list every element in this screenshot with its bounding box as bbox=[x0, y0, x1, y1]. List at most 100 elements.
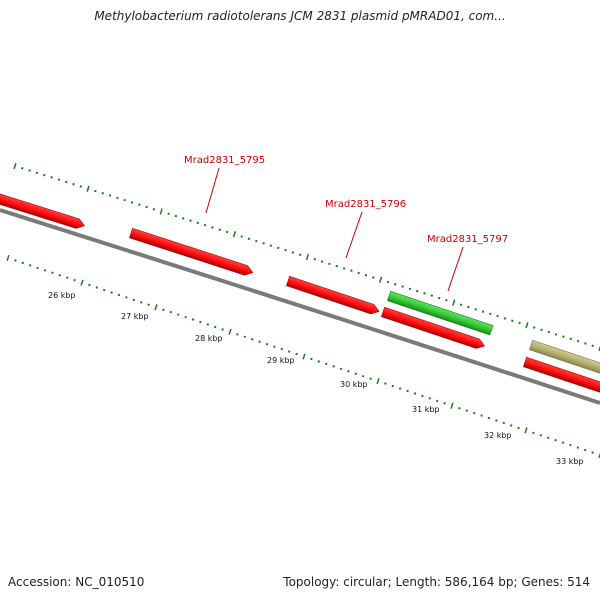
outer-minor-tick bbox=[547, 330, 551, 334]
outer-major-tick bbox=[525, 322, 529, 329]
inner-minor-tick bbox=[458, 406, 461, 410]
outer-minor-tick bbox=[72, 182, 75, 186]
inner-tick-row bbox=[6, 254, 600, 459]
outer-minor-tick bbox=[145, 205, 148, 209]
outer-minor-tick bbox=[569, 337, 572, 341]
inner-minor-tick bbox=[421, 394, 424, 398]
gene-arrow-5797[interactable] bbox=[381, 306, 486, 350]
outer-minor-tick bbox=[474, 308, 477, 311]
inner-major-tick bbox=[6, 254, 10, 262]
outer-minor-tick bbox=[328, 262, 331, 266]
inner-major-tick bbox=[302, 353, 306, 360]
gene-label-5795[interactable]: Mrad2831_5795 bbox=[184, 155, 265, 166]
inner-minor-tick bbox=[176, 313, 180, 316]
inner-minor-tick bbox=[51, 271, 54, 275]
outer-minor-tick bbox=[408, 287, 412, 291]
inner-minor-tick bbox=[435, 399, 439, 403]
outer-minor-tick bbox=[423, 292, 426, 295]
inner-minor-tick bbox=[398, 387, 402, 390]
outer-minor-tick bbox=[262, 242, 265, 245]
inner-minor-tick bbox=[406, 389, 409, 393]
outer-minor-tick bbox=[496, 314, 499, 318]
gene-arrow-a[interactable] bbox=[0, 190, 86, 230]
inner-minor-tick bbox=[65, 276, 69, 279]
outer-minor-tick bbox=[364, 273, 368, 277]
outer-major-tick bbox=[378, 276, 383, 283]
inner-minor-tick bbox=[495, 419, 498, 422]
inner-major-tick bbox=[450, 402, 454, 409]
inner-minor-tick bbox=[472, 411, 476, 415]
outer-minor-tick bbox=[372, 276, 375, 279]
outer-minor-tick bbox=[554, 333, 558, 336]
outer-minor-tick bbox=[152, 207, 156, 211]
gene-arrow-5795[interactable] bbox=[129, 227, 254, 277]
inner-minor-tick bbox=[110, 291, 113, 294]
inner-minor-tick bbox=[509, 424, 513, 427]
outer-minor-tick bbox=[445, 298, 448, 302]
outer-minor-tick bbox=[511, 319, 514, 322]
outer-minor-tick bbox=[225, 230, 229, 234]
outer-minor-tick bbox=[211, 226, 214, 229]
outer-minor-tick bbox=[518, 321, 521, 325]
inner-minor-tick bbox=[354, 372, 358, 376]
inner-minor-tick bbox=[199, 320, 202, 324]
outer-minor-tick bbox=[174, 214, 178, 218]
inner-major-tick bbox=[228, 328, 232, 335]
outer-minor-tick bbox=[203, 223, 207, 227]
outer-minor-tick bbox=[386, 280, 390, 284]
inner-minor-tick bbox=[147, 303, 150, 307]
outer-minor-tick bbox=[584, 342, 587, 345]
gene-label-5796[interactable]: Mrad2831_5796 bbox=[325, 199, 406, 210]
inner-minor-tick bbox=[221, 328, 224, 331]
inner-minor-tick bbox=[532, 431, 535, 435]
inner-minor-tick bbox=[554, 438, 557, 442]
backbone-line bbox=[0, 208, 600, 405]
inner-minor-tick bbox=[465, 409, 469, 412]
kbp-label-26: 26 kbp bbox=[48, 291, 76, 300]
inner-minor-tick bbox=[43, 269, 47, 272]
outer-major-tick bbox=[598, 345, 600, 352]
inner-major-tick bbox=[598, 452, 600, 459]
leader-line-5795 bbox=[205, 167, 220, 214]
inner-major-tick bbox=[376, 378, 380, 385]
inner-minor-tick bbox=[88, 283, 91, 287]
inner-minor-tick bbox=[391, 384, 395, 388]
outer-major-tick bbox=[159, 208, 163, 215]
inner-minor-tick bbox=[539, 434, 543, 437]
inner-minor-tick bbox=[561, 441, 565, 444]
gene-arrow-reverse[interactable] bbox=[387, 290, 494, 336]
inner-minor-tick bbox=[369, 377, 372, 380]
outer-minor-tick bbox=[130, 201, 134, 204]
inner-minor-tick bbox=[28, 264, 32, 267]
inner-major-tick bbox=[154, 304, 158, 311]
outer-major-tick bbox=[452, 299, 456, 306]
outer-minor-tick bbox=[562, 335, 565, 338]
outer-minor-tick bbox=[57, 178, 61, 181]
gene-arrow-5796[interactable] bbox=[286, 275, 380, 316]
accession-text: Accession: NC_010510 bbox=[8, 575, 145, 589]
outer-major-tick bbox=[305, 253, 310, 261]
inner-minor-tick bbox=[287, 350, 291, 353]
inner-minor-tick bbox=[125, 296, 128, 299]
inner-minor-tick bbox=[583, 448, 587, 452]
inner-minor-tick bbox=[591, 451, 594, 454]
inner-minor-tick bbox=[502, 421, 506, 425]
outer-minor-tick bbox=[50, 176, 53, 179]
inner-major-tick bbox=[524, 427, 528, 434]
inner-minor-tick bbox=[206, 323, 210, 326]
outer-minor-tick bbox=[540, 328, 543, 332]
outer-minor-tick bbox=[467, 305, 470, 309]
kbp-label-30: 30 kbp bbox=[340, 380, 368, 389]
gene-arrow-edge[interactable] bbox=[523, 356, 600, 396]
gene-label-5797[interactable]: Mrad2831_5797 bbox=[427, 234, 508, 245]
gene-arrow-other[interactable] bbox=[529, 339, 600, 376]
inner-minor-tick bbox=[280, 347, 284, 351]
inner-minor-tick bbox=[517, 426, 520, 430]
outer-minor-tick bbox=[64, 180, 68, 184]
inner-minor-tick bbox=[139, 301, 143, 304]
outer-minor-tick bbox=[415, 289, 419, 293]
outer-minor-tick bbox=[35, 171, 39, 175]
outer-minor-tick bbox=[247, 237, 251, 241]
inner-minor-tick bbox=[236, 333, 239, 336]
